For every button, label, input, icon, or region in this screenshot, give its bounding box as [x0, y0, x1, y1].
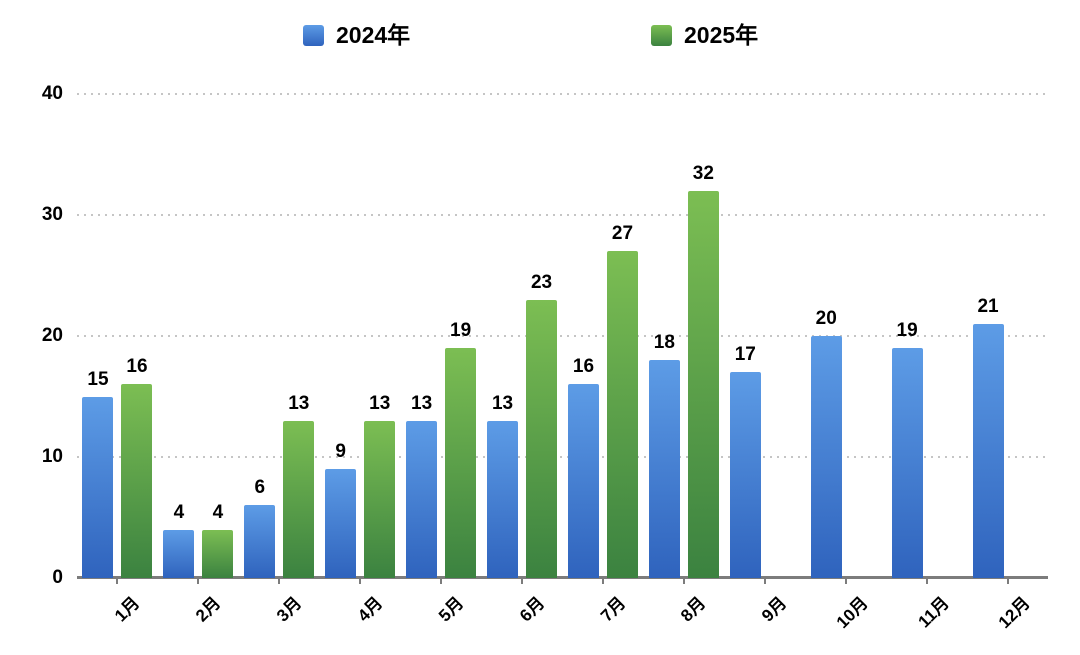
plot-area: 15 4 6 9 13 13 16 18 17 20 19 21 16 4 13 13 19 23 27 32	[77, 93, 1048, 579]
x-axis-label: 1月	[111, 593, 144, 626]
bar-value-label: 9	[335, 441, 346, 463]
x-axis-line	[77, 576, 1048, 579]
gridline-20	[77, 335, 1048, 337]
bar-value-label: 27	[611, 223, 634, 245]
x-axis-label: 12月	[994, 593, 1034, 633]
bar-value-label: 23	[530, 271, 553, 293]
legend-swatch-2025-icon	[651, 25, 672, 46]
bar-value-label: 4	[173, 501, 185, 523]
bar-value-label: 19	[896, 320, 918, 342]
x-axis-label: 11月	[914, 593, 953, 632]
bar-2025年-5月	[445, 348, 477, 578]
bar-value-label: 16	[572, 356, 595, 378]
x-axis-label: 5月	[434, 593, 467, 626]
bar-value-label: 4	[212, 501, 224, 523]
bar-2024年-5月	[406, 420, 438, 578]
bar-value-label: 32	[692, 162, 714, 184]
bar-value-label: 13	[288, 392, 310, 414]
y-axis-label: 30	[41, 204, 63, 225]
y-axis-label: 0	[52, 567, 63, 588]
gridline-40	[77, 93, 1048, 95]
bar-2024年-4月	[325, 469, 357, 578]
bar-value-label: 15	[87, 368, 109, 390]
x-axis-tick	[440, 577, 443, 584]
bar-2025年-2月	[202, 529, 234, 578]
y-axis-label: 40	[41, 83, 63, 104]
bar-2024年-11月	[891, 348, 923, 578]
bar-2024年-3月	[244, 505, 276, 578]
x-axis-tick	[278, 577, 281, 584]
bar-2024年-10月	[810, 336, 842, 578]
bar-2025年-1月	[121, 384, 153, 578]
bar-value-label: 13	[369, 392, 391, 414]
legend-label-2025: 2025年	[684, 22, 759, 48]
bar-value-label: 19	[450, 320, 472, 342]
bar-value-label: 18	[653, 332, 675, 354]
bar-2024年-12月	[972, 323, 1004, 578]
legend-swatch-2024-icon	[303, 25, 324, 46]
x-axis-tick	[359, 577, 362, 584]
bar-value-label: 16	[126, 356, 148, 378]
x-axis-tick	[763, 577, 766, 584]
bar-2024年-1月	[82, 396, 114, 578]
bar-2024年-7月	[567, 384, 599, 578]
bar-value-label: 17	[734, 344, 756, 366]
x-axis-tick	[844, 577, 847, 584]
bar-2025年-8月	[687, 190, 719, 578]
x-axis-label: 8月	[677, 593, 710, 626]
bar-2024年-6月	[487, 420, 519, 578]
x-axis-label: 10月	[832, 593, 872, 633]
gridline-30	[77, 214, 1048, 216]
bar-2025年-3月	[283, 420, 315, 578]
bar-2025年-4月	[364, 420, 396, 578]
bar-value-label: 20	[815, 308, 837, 329]
bar-2025年-7月	[606, 251, 638, 578]
y-axis-label: 10	[41, 446, 63, 467]
bar-2024年-9月	[729, 372, 761, 578]
bar-value-label: 13	[491, 392, 514, 414]
gridline-10	[77, 456, 1048, 458]
x-axis-tick	[197, 577, 200, 584]
legend-label-2024: 2024年	[336, 22, 411, 48]
x-axis-label: 3月	[272, 593, 306, 626]
x-axis-tick	[116, 577, 119, 584]
bar-2025年-6月	[526, 299, 558, 578]
x-axis-tick	[521, 577, 524, 584]
bar-value-label: 13	[411, 392, 433, 414]
bar-2024年-8月	[648, 360, 680, 578]
bar-2024年-2月	[163, 529, 195, 578]
bar-value-label: 21	[977, 295, 999, 317]
y-axis-label: 20	[41, 325, 63, 346]
x-axis-tick	[1006, 577, 1009, 584]
x-axis-label: 9月	[758, 593, 791, 626]
x-axis-label: 4月	[353, 593, 386, 626]
x-axis-tick	[682, 577, 685, 584]
x-axis-label: 7月	[596, 593, 629, 626]
x-axis-label: 6月	[515, 593, 548, 626]
x-axis-tick	[925, 577, 928, 584]
legend-item-2024[interactable]: 2024年	[303, 24, 410, 47]
bar-value-label: 6	[254, 477, 266, 499]
x-axis-tick	[601, 577, 604, 584]
x-axis-label: 2月	[191, 593, 225, 626]
legend-item-2025[interactable]: 2025年	[651, 24, 758, 47]
